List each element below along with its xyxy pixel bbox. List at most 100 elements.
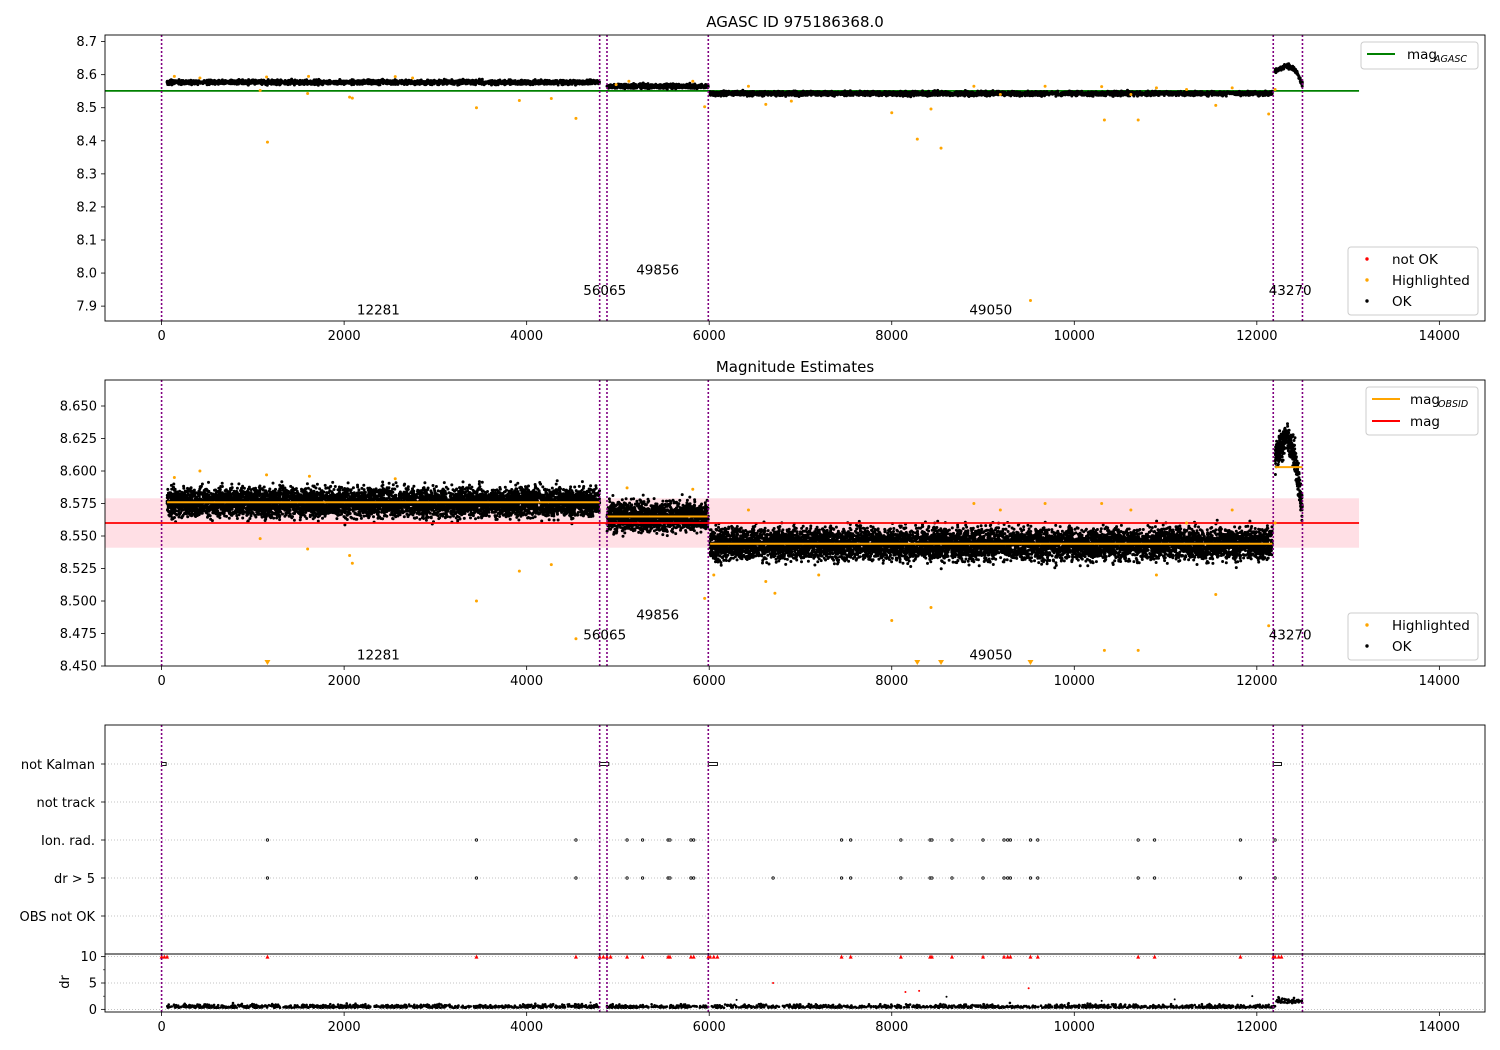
dr-capped-point	[265, 954, 270, 959]
offscale-marker	[1027, 660, 1034, 665]
highlighted-point	[172, 476, 176, 479]
dr-capped-point	[640, 954, 645, 959]
agasc-magnitude-panel: AGASC ID 975186368.0 12281 56065 49856 4905…	[76, 13, 1486, 344]
flag-mark	[1002, 838, 1006, 842]
highlighted-point	[348, 554, 352, 557]
x-tick-label: 10000	[1054, 1020, 1095, 1035]
dr-capped-point	[711, 954, 716, 959]
dr-capped-point	[1238, 954, 1243, 959]
legend-label: Highlighted	[1392, 618, 1470, 634]
y-tick-label: 8.3	[76, 167, 97, 182]
flag-mark	[899, 876, 903, 880]
x-tick-label: 6000	[693, 674, 726, 689]
dr-capped-point	[848, 954, 853, 959]
dr-capped-point	[1005, 954, 1010, 959]
obsid-annotation: 49050	[969, 648, 1012, 664]
ok-points	[165, 77, 601, 87]
dr-capped-point	[1035, 954, 1040, 959]
offscale-marker	[914, 660, 921, 665]
legend-label: not OK	[1392, 252, 1439, 268]
highlighted-point	[789, 99, 793, 103]
flag-mark	[839, 838, 844, 842]
y-tick-label: 5	[89, 977, 97, 992]
highlighted-point	[1267, 112, 1271, 116]
dr-scatter-point	[265, 1004, 268, 1007]
dr-points	[166, 995, 1304, 1010]
x-tick-label: 12000	[1236, 329, 1277, 344]
x-tick-label: 2000	[328, 674, 361, 689]
highlighted-point	[393, 477, 397, 481]
highlighted-point	[746, 84, 750, 88]
highlighted-point	[574, 637, 578, 641]
highlighted-point	[393, 75, 397, 79]
flag-row-label: OBS not OK	[20, 910, 96, 925]
dr-capped-point	[1273, 954, 1278, 959]
flag-mark	[1006, 838, 1010, 842]
x-tick-label: 4000	[510, 674, 543, 689]
obsid-annotation: 49856	[636, 607, 679, 623]
flag-mark	[1036, 838, 1040, 842]
dr-capped-point	[604, 954, 609, 959]
dr-scatter-point	[945, 995, 948, 998]
dr-capped-point	[162, 954, 167, 959]
dr-capped-point	[1008, 954, 1013, 959]
dr-capped-point	[688, 954, 693, 959]
highlighted-point	[258, 537, 262, 541]
flag-mark	[640, 838, 645, 842]
flag-mark	[689, 838, 693, 842]
highlighted-point	[1102, 118, 1106, 122]
flag-mark	[1238, 876, 1242, 880]
highlighted-point	[411, 76, 415, 80]
y-tick-label: 8.7	[76, 35, 97, 50]
plot-area	[105, 954, 1485, 1012]
flag-mark	[625, 876, 629, 880]
highlighted-point	[306, 547, 310, 551]
dr-capped-point	[715, 954, 720, 959]
highlighted-point	[1214, 593, 1218, 596]
flag-mark	[692, 838, 696, 842]
flag-mark	[1036, 876, 1040, 880]
flag-mark	[950, 876, 954, 880]
highlighted-point	[929, 107, 933, 111]
legend-marker	[1365, 299, 1369, 303]
highlighted-point	[1154, 573, 1158, 577]
y-tick-label: 8.625	[60, 432, 97, 447]
highlighted-point	[1129, 93, 1133, 97]
flag-row-label: dr > 5	[54, 872, 95, 887]
flag-mark	[265, 838, 270, 842]
flag-mark-not-kalman	[161, 762, 167, 766]
highlighted-point	[1154, 86, 1158, 90]
flag-mark	[1002, 876, 1006, 880]
y-tick-label: 8.475	[60, 627, 97, 642]
dr-scatter-point	[735, 998, 738, 1001]
legend-label-mag: mag	[1410, 414, 1440, 430]
legend-marker	[1365, 644, 1369, 648]
flag-mark	[574, 876, 578, 880]
highlighted-point	[517, 98, 521, 102]
highlighted-point	[939, 146, 943, 150]
y-tick-label: 8.5	[76, 101, 97, 116]
legend-sub-agasc: AGASC	[1433, 54, 1467, 65]
highlighted-point	[972, 84, 976, 88]
flag-mark	[899, 838, 903, 842]
plot-area	[105, 35, 1360, 321]
flag-row-label: Ion. rad.	[41, 834, 95, 849]
highlighted-point	[890, 111, 894, 115]
flag-mark	[849, 838, 853, 842]
highlighted-point	[350, 96, 354, 100]
x-tick-label: 10000	[1054, 329, 1095, 344]
highlighted-point	[1273, 521, 1277, 525]
y-tick-label: 7.9	[76, 300, 97, 315]
highlighted-point	[307, 474, 311, 478]
y-tick-label: 8.0	[76, 267, 97, 282]
flag-mark	[849, 876, 853, 880]
highlighted-point	[348, 95, 352, 99]
highlighted-point	[172, 74, 176, 78]
highlighted-point	[703, 596, 707, 600]
flag-mark	[1008, 876, 1012, 880]
flag-row-label: not Kalman	[21, 758, 95, 773]
flag-mark	[839, 876, 844, 880]
dr-capped-point	[474, 954, 479, 959]
magnitude-estimates-panel: Magnitude Estimates 12281 56065 49856 49050…	[60, 358, 1486, 689]
